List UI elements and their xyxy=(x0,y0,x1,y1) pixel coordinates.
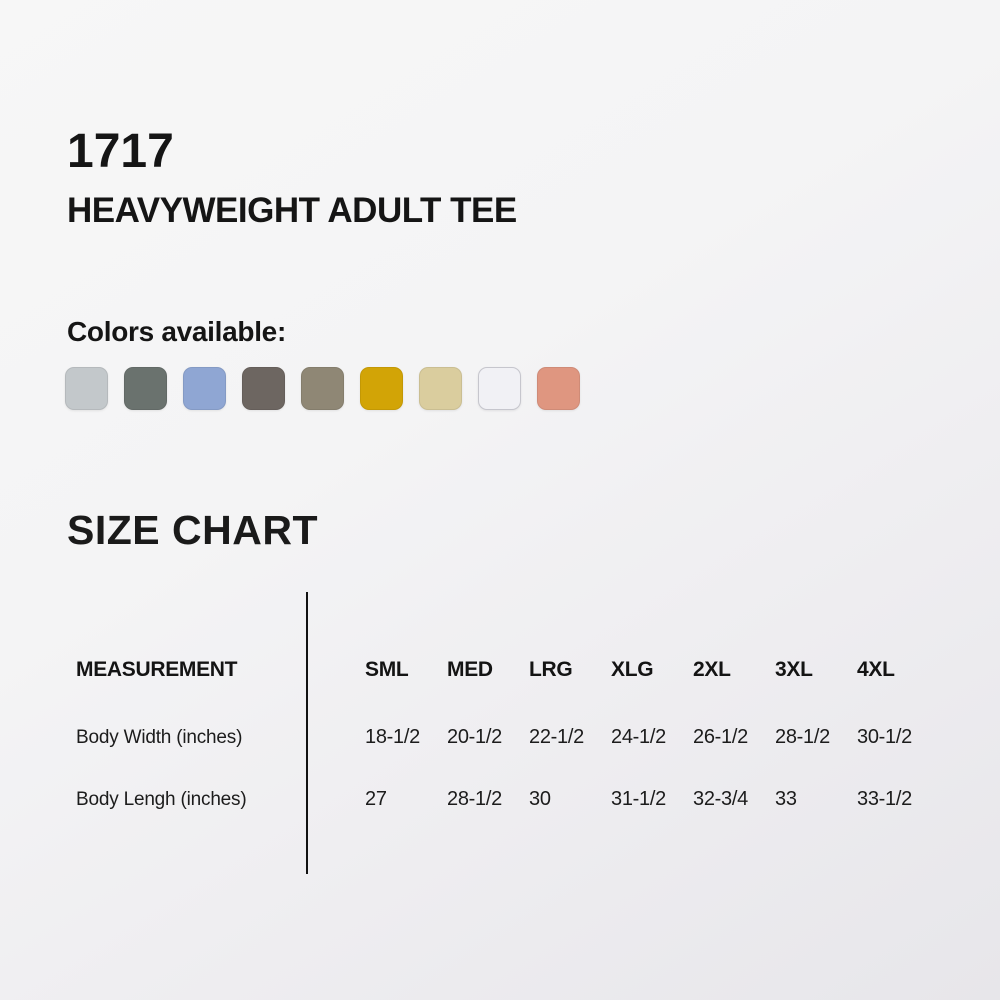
body-length-xlg: 31-1/2 xyxy=(611,788,666,810)
color-swatch-sand-tan xyxy=(419,367,462,410)
size-header-lrg: LRG xyxy=(529,658,573,681)
body-length-3xl: 33 xyxy=(775,788,797,810)
body-length-label: Body Lengh (inches) xyxy=(76,788,247,810)
body-width-3xl: 28-1/2 xyxy=(775,726,830,748)
color-swatch-charcoal-green xyxy=(124,367,167,410)
color-swatch-dark-taupe xyxy=(242,367,285,410)
color-swatch-row xyxy=(65,367,580,410)
body-length-med: 28-1/2 xyxy=(447,788,502,810)
colors-available-label: Colors available: xyxy=(67,316,286,347)
color-swatch-white xyxy=(478,367,521,410)
body-width-4xl: 30-1/2 xyxy=(857,726,912,748)
body-length-sml: 27 xyxy=(365,788,387,810)
body-width-row: Body Width (inches) 18-1/2 20-1/2 22-1/2… xyxy=(76,726,956,749)
size-chart-title: SIZE CHART xyxy=(67,507,318,553)
color-swatch-mustard-gold xyxy=(360,367,403,410)
size-header-3xl: 3XL xyxy=(775,658,813,681)
size-header-sml: SML xyxy=(365,658,409,681)
product-name: HEAVYWEIGHT ADULT TEE xyxy=(67,191,517,230)
size-header-xlg: XLG xyxy=(611,658,654,681)
table-vertical-divider xyxy=(306,592,308,874)
body-width-sml: 18-1/2 xyxy=(365,726,420,748)
size-header-2xl: 2XL xyxy=(693,658,731,681)
color-swatch-khaki-gray xyxy=(301,367,344,410)
body-width-lrg: 22-1/2 xyxy=(529,726,584,748)
color-swatch-periwinkle-blue xyxy=(183,367,226,410)
color-swatch-silver-gray xyxy=(65,367,108,410)
body-width-med: 20-1/2 xyxy=(447,726,502,748)
color-swatch-salmon xyxy=(537,367,580,410)
body-width-label: Body Width (inches) xyxy=(76,726,243,748)
size-chart-header-row: MEASUREMENT SML MED LRG XLG 2XL 3XL 4XL xyxy=(76,658,956,682)
size-header-4xl: 4XL xyxy=(857,658,895,681)
measurement-column-header: MEASUREMENT xyxy=(76,658,238,681)
body-length-4xl: 33-1/2 xyxy=(857,788,912,810)
size-header-med: MED xyxy=(447,658,493,681)
body-length-lrg: 30 xyxy=(529,788,551,810)
body-length-row: Body Lengh (inches) 27 28-1/2 30 31-1/2 … xyxy=(76,788,956,811)
body-width-xlg: 24-1/2 xyxy=(611,726,666,748)
body-length-2xl: 32-3/4 xyxy=(693,788,748,810)
body-width-2xl: 26-1/2 xyxy=(693,726,748,748)
product-style-number: 1717 xyxy=(67,125,174,178)
